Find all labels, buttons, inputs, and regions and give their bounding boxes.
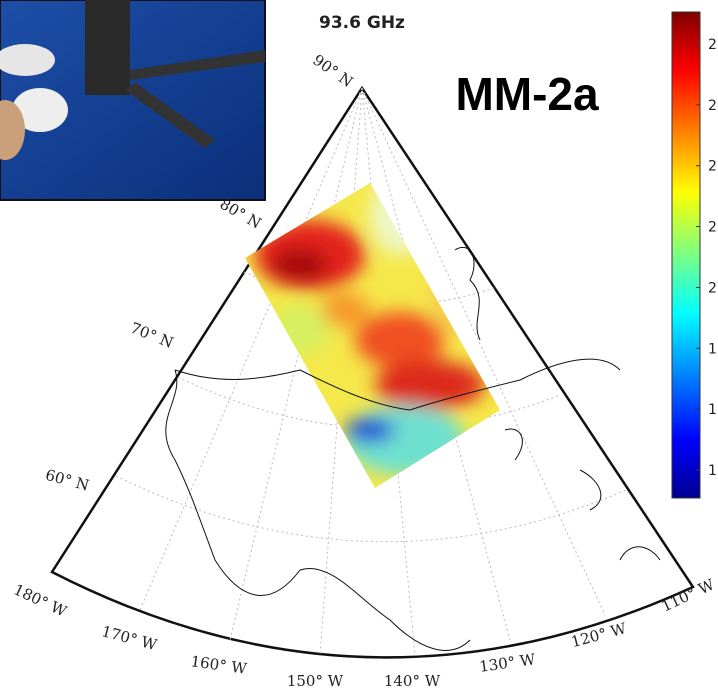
colorbar-tick-label: 2 [708,159,717,175]
latitude-label: 60° N [43,466,91,495]
longitude-label: 150° W [287,672,344,690]
colorbar-tick-label: 2 [708,98,717,114]
colorbar-tick-label: 2 [708,280,717,296]
colorbar [672,12,700,498]
latitude-label: 70° N [128,319,176,352]
map-title: 93.6 GHz [319,13,405,33]
map-figure: 93.6 GHz MM-2a 90° N80° N70° N60° N180° … [0,0,718,690]
colorbar-tick-label: 1 [708,341,717,357]
longitude-label: 170° W [100,622,160,654]
latitude-label: 90° N [309,51,356,91]
longitude-label: 140° W [384,672,441,690]
longitude-label: 180° W [11,580,70,620]
instrument-label: MM-2a [455,68,599,120]
colorbar-tick-label: 2 [708,220,717,236]
longitude-label: 130° W [478,650,537,676]
colorbar-tick-label: 2 [708,37,717,53]
spacecraft-photo [0,0,265,200]
longitude-label: 160° W [190,652,249,678]
colorbar-tick-label: 1 [708,402,717,418]
colorbar-tick-label: 1 [708,463,717,479]
